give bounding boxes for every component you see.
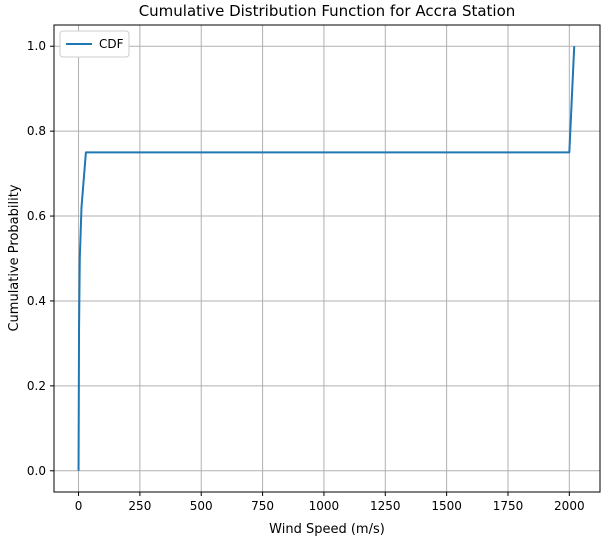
y-tick-label: 0.4: [27, 294, 46, 308]
chart-title: Cumulative Distribution Function for Acc…: [139, 2, 516, 20]
x-tick-label: 0: [75, 499, 83, 513]
x-tick-label: 2000: [554, 499, 585, 513]
legend-box: [59, 30, 130, 58]
x-tick-label: 500: [190, 499, 213, 513]
x-tick-label: 1000: [309, 499, 340, 513]
x-tick-label: 250: [128, 499, 151, 513]
y-tick-label: 0.6: [27, 209, 46, 223]
legend-label-cdf: CDF: [99, 37, 124, 51]
grid: [54, 25, 600, 492]
series-line-cdf: [77, 46, 576, 471]
x-axis-label: Wind Speed (m/s): [269, 522, 385, 537]
plot-frame: [53, 24, 601, 493]
x-tick-label: 1250: [370, 499, 401, 513]
legend: CDF: [59, 30, 130, 58]
y-tick-label: 0.2: [27, 379, 46, 393]
y-tick-label: 1.0: [27, 39, 46, 53]
y-tick-label: 0.0: [27, 464, 46, 478]
x-tick-label: 1500: [431, 499, 462, 513]
y-axis-label: Cumulative Probability: [7, 184, 22, 331]
series-layer: [77, 46, 576, 471]
x-tick-label: 750: [251, 499, 274, 513]
ticks: 0 250 500 750 1000 1250 1500 1750 2000 0.0 0.2 0.4 0…: [27, 39, 585, 513]
x-tick-label: 1750: [493, 499, 524, 513]
y-tick-label: 0.8: [27, 124, 46, 138]
